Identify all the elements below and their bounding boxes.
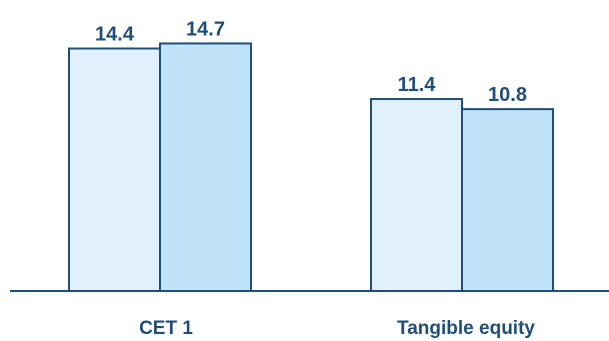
category-labels-group: CET 1 Tangible equity [139, 318, 535, 339]
value-label: 14.4 [95, 24, 135, 46]
bar-cet-1-series-2 [159, 42, 252, 293]
bars-group [68, 42, 554, 293]
value-label: 10.8 [488, 84, 527, 106]
bar-tangible-equity-series-2 [461, 108, 554, 292]
category-label: Tangible equity [397, 318, 535, 339]
value-labels-group: 14.4 14.7 11.4 10.8 [95, 18, 527, 106]
value-label: 14.7 [186, 18, 225, 40]
value-label: 11.4 [398, 74, 437, 96]
bar-tangible-equity-series-1 [370, 98, 463, 292]
bar-cet-1-series-1 [68, 47, 161, 293]
category-label: CET 1 [139, 318, 193, 339]
